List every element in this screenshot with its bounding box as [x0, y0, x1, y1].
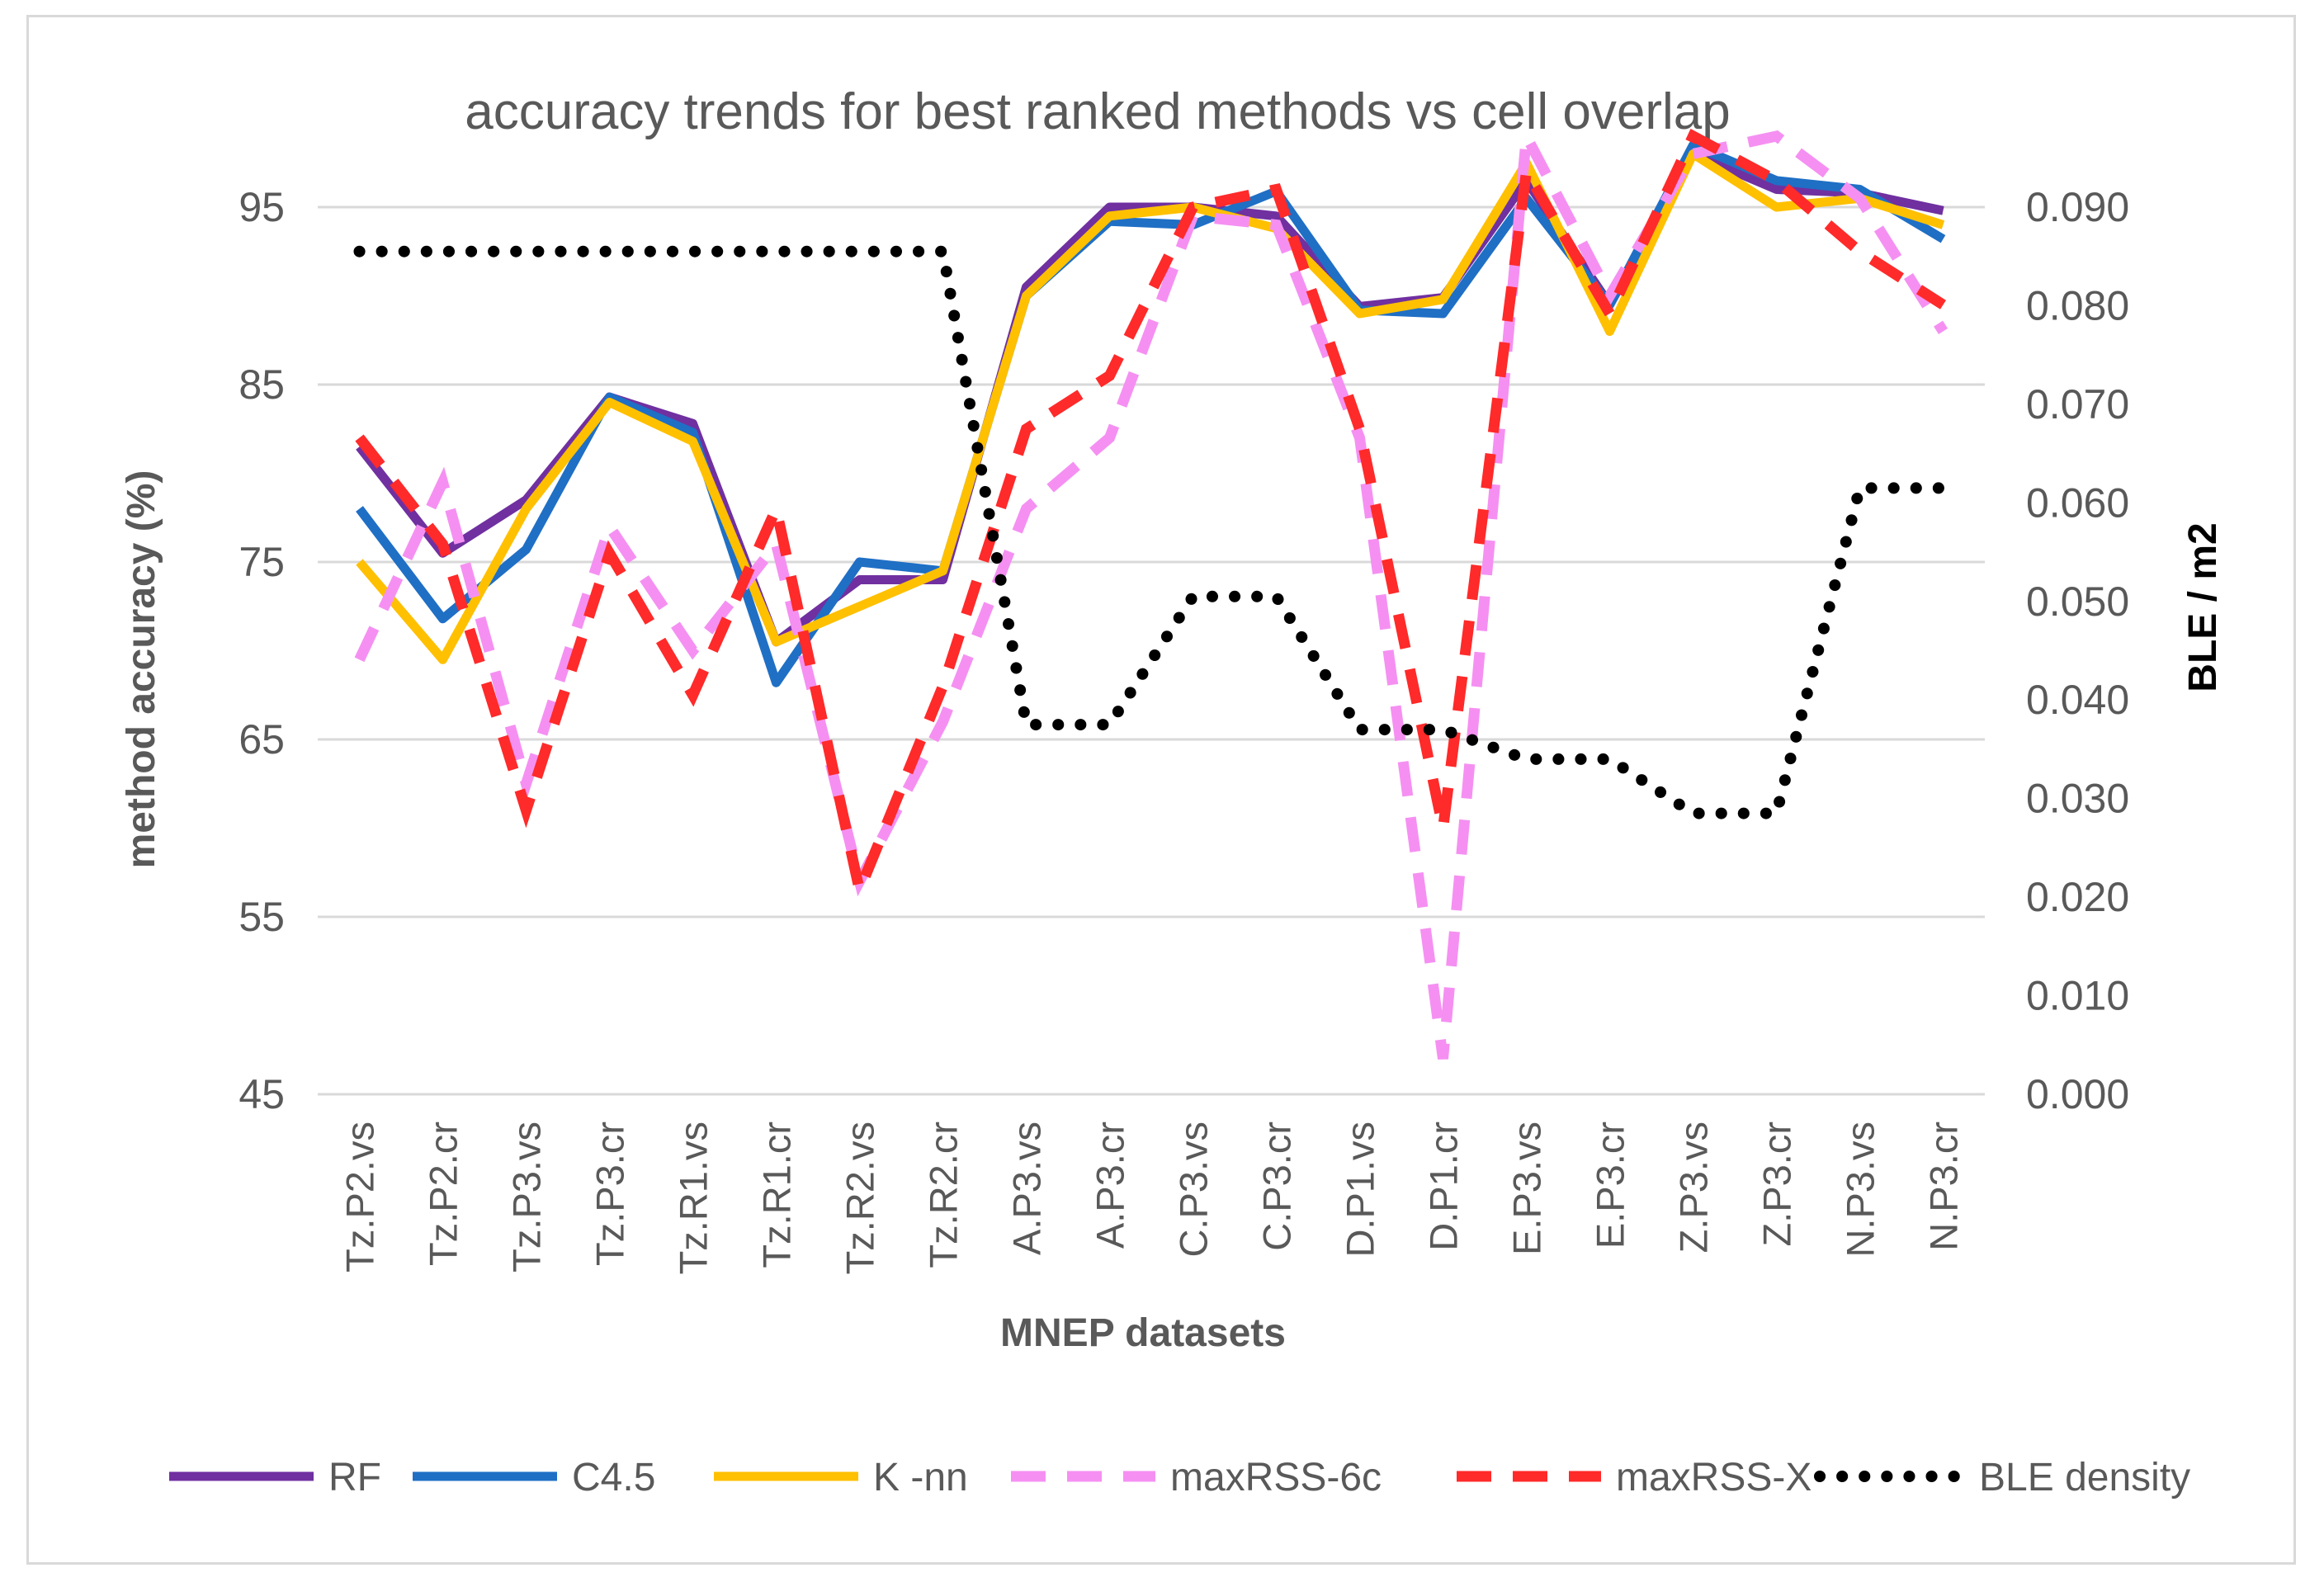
x-tick-label: E.P3.vs [1505, 1122, 1549, 1255]
x-axis-ticks: Tz.P2.vs Tz.P2.cr Tz.P3.vs Tz.P3.cr Tz.R1.vs… [338, 1122, 1966, 1274]
right-tick-label: 0.000 [2026, 1071, 2129, 1117]
x-tick-label: N.P3.vs [1839, 1122, 1882, 1258]
chart: accuracy trends for best ranked methods … [120, 83, 2225, 1499]
x-tick-label: Tz.R1.vs [672, 1122, 716, 1274]
left-tick-label: 85 [239, 361, 285, 408]
left-tick-label: 45 [239, 1071, 285, 1117]
x-tick-label: A.P3.cr [1089, 1122, 1132, 1249]
right-tick-label: 0.040 [2026, 677, 2129, 723]
x-tick-label: Tz.P3.cr [588, 1122, 632, 1266]
y-axis-label: method accuracy (%) [120, 470, 163, 869]
legend-label: maxRSS-6c [1170, 1456, 1382, 1499]
left-tick-label: 75 [239, 539, 285, 585]
right-tick-label: 0.070 [2026, 381, 2129, 427]
x-tick-label: D.P1.vs [1339, 1122, 1382, 1258]
legend-label: maxRSS-X [1616, 1456, 1811, 1499]
chart-title: accuracy trends for best ranked methods … [465, 83, 1731, 140]
legend-label: K -nn [873, 1456, 968, 1499]
right-axis-ticks: 0.000 0.010 0.020 0.030 0.040 0.050 0.060 0.070… [2026, 184, 2129, 1117]
x-tick-label: Tz.R1.cr [755, 1122, 799, 1268]
x-tick-label: A.P3.vs [1005, 1122, 1049, 1255]
right-tick-label: 0.050 [2026, 578, 2129, 625]
x-axis-label: MNEP datasets [1000, 1311, 1286, 1355]
x-tick-label: Tz.P2.cr [422, 1122, 465, 1266]
right-tick-label: 0.060 [2026, 479, 2129, 526]
left-tick-label: 95 [239, 184, 285, 230]
legend-label: C4.5 [572, 1456, 655, 1499]
left-tick-label: 55 [239, 894, 285, 940]
series-line-maxrss-x [355, 129, 1946, 909]
x-tick-label: D.P1.cr [1422, 1122, 1466, 1251]
x-tick-label: Z.P3.cr [1755, 1122, 1799, 1246]
left-axis-ticks: 45 55 65 75 85 95 [239, 184, 285, 1117]
legend-label: RF [328, 1456, 381, 1499]
legend-label: BLE density [1979, 1456, 2190, 1499]
left-tick-label: 65 [239, 716, 285, 763]
y2-axis-label: BLE / m2 [2181, 522, 2225, 692]
x-tick-label: E.P3.cr [1589, 1122, 1632, 1249]
series-line-ble-density [353, 245, 1949, 819]
right-tick-label: 0.090 [2026, 184, 2129, 230]
x-tick-label: Tz.P3.vs [505, 1122, 549, 1273]
right-tick-label: 0.080 [2026, 282, 2129, 328]
right-tick-label: 0.010 [2026, 973, 2129, 1019]
x-tick-label: N.P3.cr [1922, 1122, 1966, 1251]
x-tick-label: C.P3.cr [1255, 1122, 1299, 1251]
x-tick-label: Tz.R2.cr [922, 1122, 966, 1268]
x-tick-label: Tz.R2.vs [838, 1122, 882, 1274]
x-tick-label: Z.P3.vs [1672, 1122, 1716, 1253]
right-tick-label: 0.030 [2026, 776, 2129, 822]
x-tick-label: C.P3.vs [1172, 1122, 1216, 1258]
legend: RF C4.5 K -nn maxRSS-6c maxRSS-X BLE density [169, 1456, 2190, 1499]
x-tick-label: Tz.P2.vs [338, 1122, 382, 1273]
series-lines [353, 117, 1949, 1060]
chart-frame: accuracy trends for best ranked methods … [26, 15, 2296, 1565]
right-tick-label: 0.020 [2026, 874, 2129, 920]
